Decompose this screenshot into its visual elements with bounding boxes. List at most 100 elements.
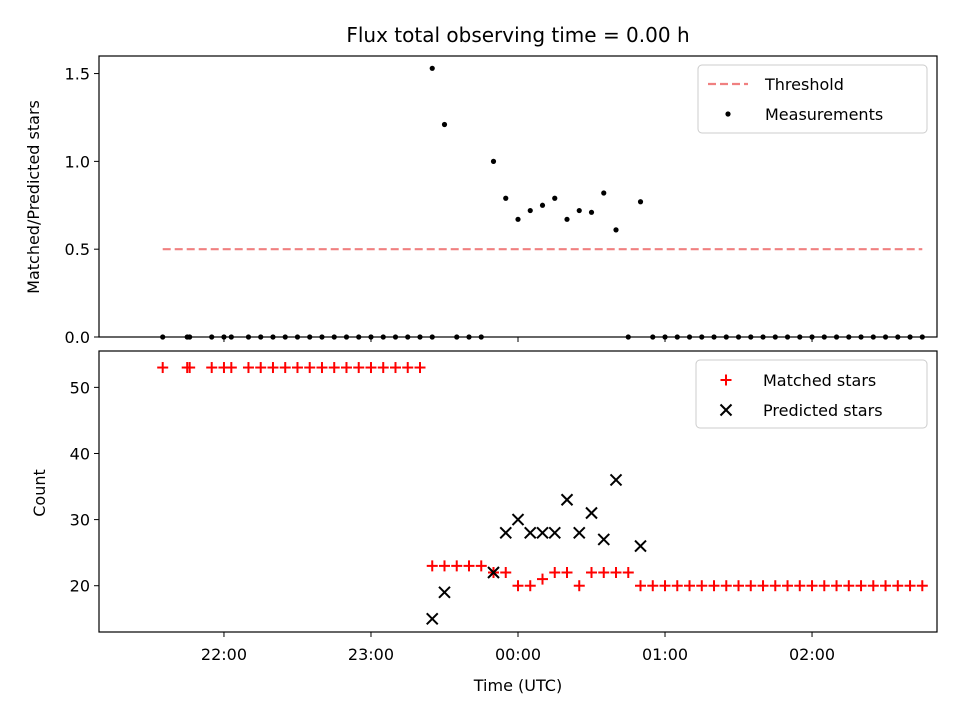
measurement-point-23	[441, 121, 448, 128]
matched-point-15	[353, 362, 365, 374]
matched-point-22	[438, 560, 450, 572]
matched-point-27	[500, 566, 512, 578]
matched-point-18	[389, 362, 401, 374]
matched-point-33	[573, 580, 585, 592]
matched-point-53	[818, 580, 830, 592]
matched-point-52	[806, 580, 818, 592]
measurement-point-36	[601, 190, 607, 196]
matched-point-29	[524, 580, 536, 592]
matched-point-2	[184, 362, 196, 374]
predicted-point-3	[499, 526, 512, 540]
matched-point-9	[279, 362, 291, 374]
top-y-tick-label-2: 1.0	[65, 152, 90, 171]
predicted-point-5	[524, 526, 537, 540]
predicted-point-4	[511, 513, 525, 526]
legend-measurements-swatch	[725, 111, 731, 117]
measurement-point-32	[552, 195, 558, 201]
predicted-point-3-b	[499, 526, 512, 540]
bottom-legend-box	[695, 359, 928, 429]
matched-point-47	[745, 580, 757, 592]
matched-point-55	[843, 580, 855, 592]
legend-predicted-label: Predicted stars	[763, 401, 883, 420]
predicted-point-10-b	[585, 506, 598, 520]
predicted-point-10	[585, 506, 598, 520]
measurement-point-39	[637, 199, 644, 205]
bottom-y-tick-label-3: 50	[70, 378, 90, 397]
matched-point-6	[242, 362, 254, 374]
matched-point-35	[598, 566, 610, 578]
legend-predicted-swatch	[719, 403, 733, 417]
matched-point-14	[340, 362, 352, 374]
matched-point-34	[586, 566, 598, 578]
matched-point-39	[647, 580, 659, 592]
measurement-point-34	[576, 207, 582, 214]
matched-point-12	[316, 362, 328, 374]
predicted-point-1	[438, 586, 451, 599]
measurement-point-22	[429, 65, 435, 71]
bottom-legend: Matched stars Predicted stars	[695, 359, 928, 429]
matched-point-40	[659, 580, 671, 592]
matched-point-23	[451, 560, 463, 572]
matched-point-10	[291, 362, 303, 374]
matched-point-32	[561, 566, 573, 578]
matched-point-48	[757, 580, 769, 592]
matched-point-36	[610, 566, 622, 578]
matched-point-57	[867, 580, 879, 592]
measurement-point-28	[503, 195, 509, 201]
measurement-point-35	[588, 209, 595, 215]
matched-point-13	[328, 362, 340, 374]
top-chart-title: Flux total observing time = 0.00 h	[346, 23, 689, 47]
matched-point-17	[377, 362, 389, 374]
matched-point-38	[635, 580, 647, 592]
matched-point-16	[365, 362, 377, 374]
measurement-point-31	[539, 202, 546, 208]
bottom-plot-area: 20 30 40 50 22:00 23:00 00:00 01:00 02:00	[70, 350, 938, 664]
predicted-point-0-b	[426, 612, 439, 625]
matched-point-58	[880, 580, 892, 592]
legend-measurements-label: Measurements	[765, 105, 883, 124]
predicted-point-12	[609, 473, 623, 487]
matched-point-49	[769, 580, 781, 592]
predicted-point-2-b	[487, 566, 500, 579]
matched-point-11	[304, 362, 316, 374]
matched-point-5	[225, 362, 237, 374]
top-y-tick-label-0: 0.0	[65, 328, 90, 347]
x-tick-label-2: 00:00	[495, 645, 541, 664]
matched-point-60	[904, 580, 916, 592]
matched-point-7	[255, 362, 267, 374]
matched-point-50	[782, 580, 794, 592]
top-y-tick-label-3: 1.5	[65, 65, 90, 84]
matched-point-19	[402, 362, 414, 374]
matched-point-20	[414, 362, 426, 374]
matched-point-54	[831, 580, 843, 592]
top-y-axis-label: Matched/Predicted stars	[24, 100, 43, 294]
measurement-point-30	[527, 207, 533, 214]
matched-point-8	[267, 362, 279, 374]
predicted-point-0	[426, 612, 439, 625]
predicted-point-4-b	[511, 513, 525, 526]
legend-threshold-label: Threshold	[764, 75, 844, 94]
predicted-point-5-b	[524, 526, 537, 540]
measurement-point-29	[515, 216, 521, 222]
x-tick-label-1: 23:00	[348, 645, 394, 664]
predicted-point-2	[487, 566, 500, 579]
predicted-point-6	[536, 526, 549, 540]
predicted-point-8-b	[560, 493, 574, 506]
bottom-y-tick-label-2: 40	[70, 444, 90, 463]
top-legend-box	[697, 64, 928, 134]
matched-point-0	[157, 362, 169, 374]
matched-point-59	[892, 580, 904, 592]
predicted-point-6-b	[536, 526, 549, 540]
matched-point-24	[463, 560, 475, 572]
predicted-point-11	[597, 533, 610, 546]
x-axis-label: Time (UTC)	[473, 676, 562, 695]
bottom-y-tick-label-1: 30	[70, 511, 90, 530]
matched-point-61	[916, 580, 928, 592]
predicted-point-12-b	[609, 473, 623, 487]
predicted-point-13	[634, 539, 647, 553]
predicted-point-11-b	[597, 533, 610, 546]
top-legend: Threshold Measurements	[697, 64, 928, 134]
matched-point-28	[512, 580, 524, 592]
matched-point-30	[537, 573, 549, 585]
